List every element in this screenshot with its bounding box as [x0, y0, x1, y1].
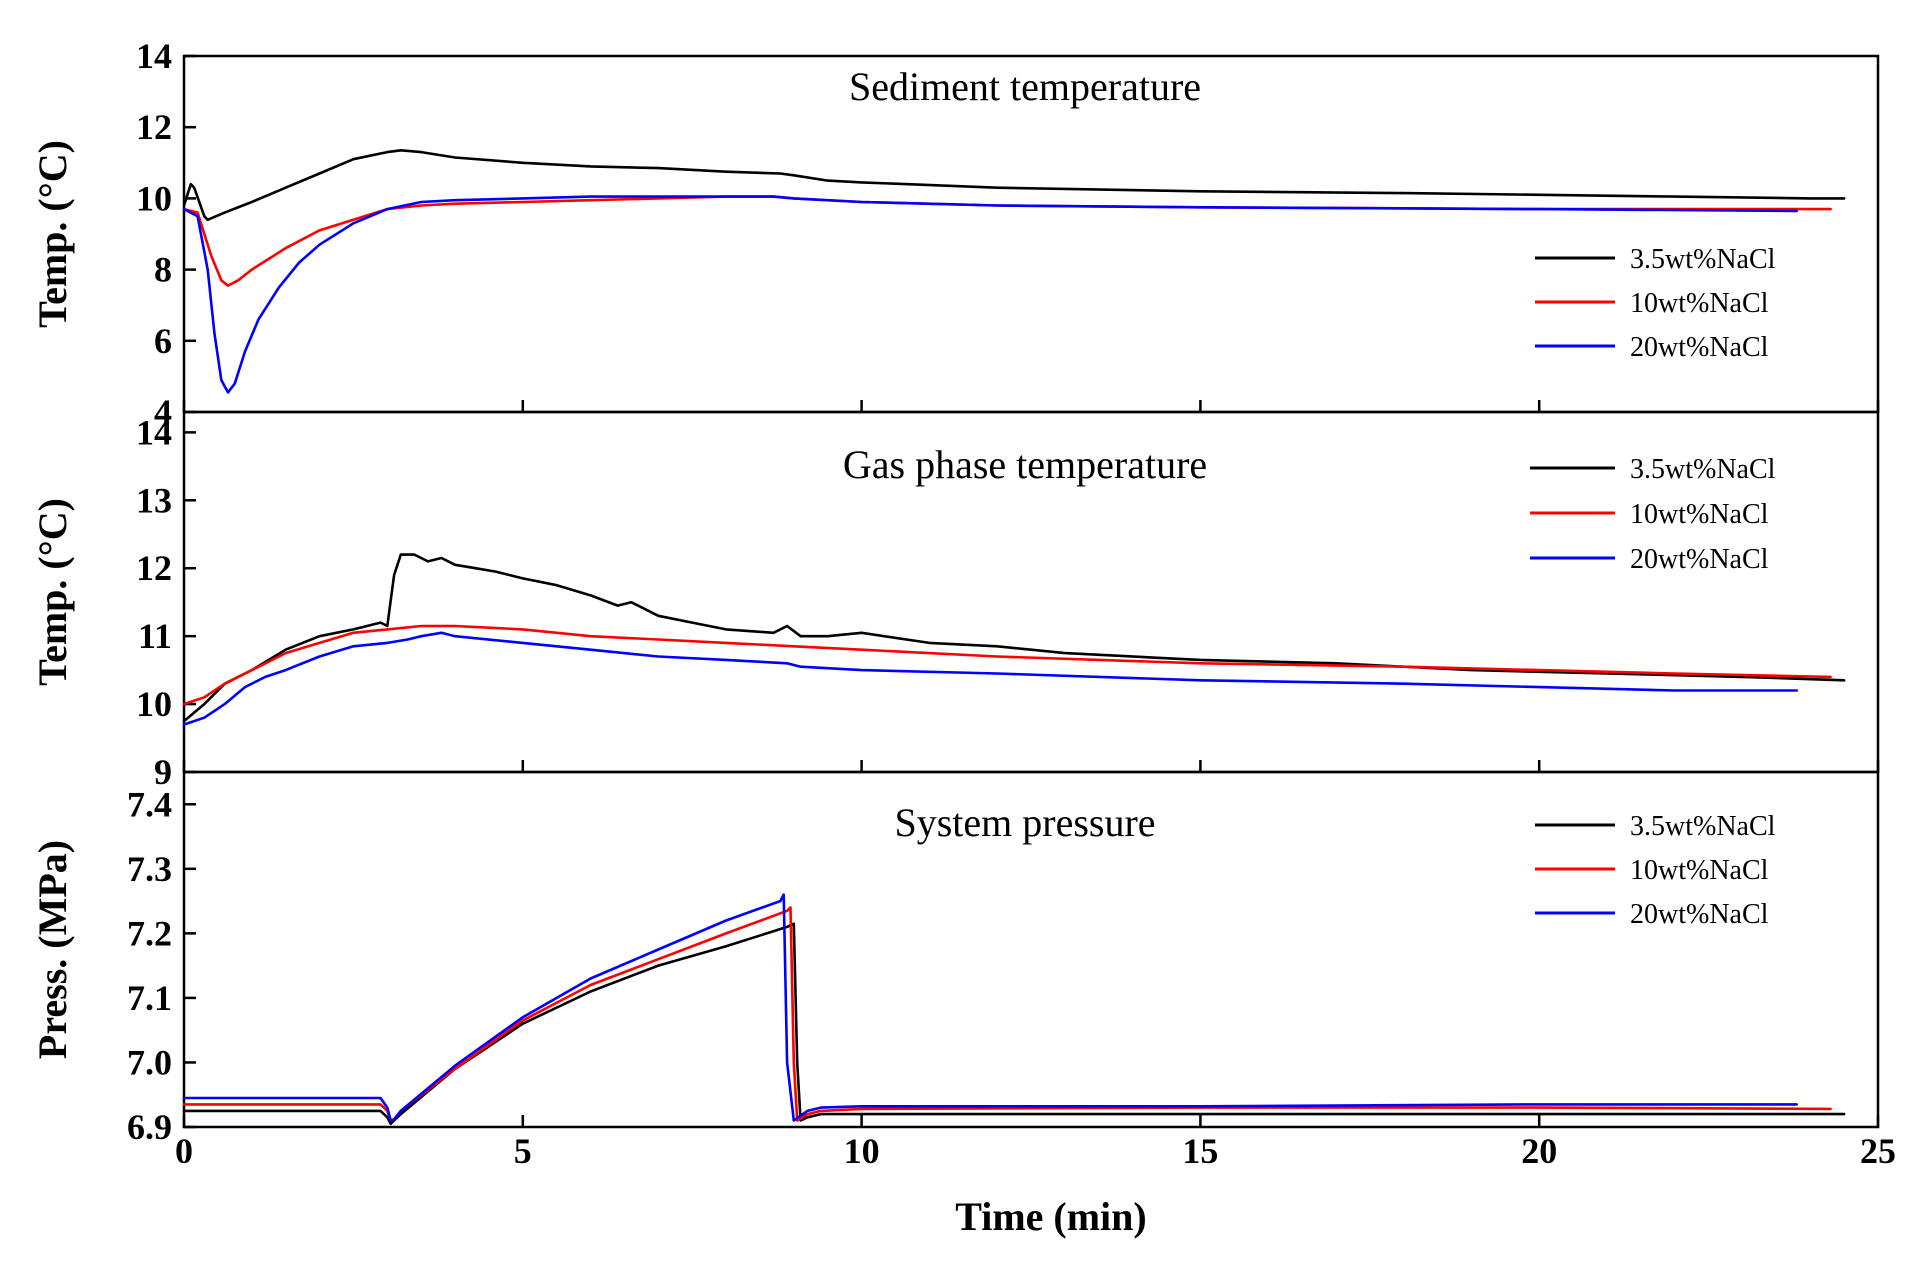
x-axis-title: Time (min) — [955, 1194, 1146, 1239]
y-tick-label: 10 — [136, 684, 172, 724]
y-tick-label: 7.2 — [127, 913, 172, 953]
legend-label-20wt-nacl: 20wt%NaCl — [1630, 544, 1769, 575]
x-tick-label: 15 — [1182, 1131, 1218, 1171]
panel-frame — [182, 770, 1880, 1129]
series-line-10wt-nacl — [182, 906, 1832, 1122]
y-tick-label: 7.0 — [127, 1042, 172, 1082]
y-tick-label: 12 — [136, 107, 172, 147]
panel-title: System pressure — [894, 800, 1155, 845]
series-line-20wt-nacl — [182, 893, 1798, 1122]
series-line-3-5wt-nacl — [182, 922, 1846, 1126]
series-line-3-5wt-nacl — [182, 553, 1846, 723]
y-tick-label: 9 — [154, 752, 172, 792]
y-tick-label: 11 — [138, 616, 172, 656]
y-tick-label: 6 — [154, 321, 172, 361]
series-line-20wt-nacl — [182, 631, 1798, 726]
y-tick-label: 10 — [136, 178, 172, 218]
y-tick-label: 8 — [154, 250, 172, 290]
legend-label-20wt-nacl: 20wt%NaCl — [1630, 899, 1769, 930]
legend-label-3-5wt-nacl: 3.5wt%NaCl — [1630, 454, 1776, 485]
y-axis-title: Press. (MPa) — [30, 840, 75, 1059]
y-tick-label: 12 — [136, 548, 172, 588]
legend-label-3-5wt-nacl: 3.5wt%NaCl — [1630, 811, 1776, 842]
series-line-10wt-nacl — [182, 624, 1832, 706]
y-tick-label: 14 — [136, 412, 172, 452]
x-tick-label: 0 — [175, 1131, 193, 1171]
panel-title: Sediment temperature — [849, 64, 1201, 109]
series-line-20wt-nacl — [182, 195, 1798, 394]
legend: 3.5wt%NaCl 10wt%NaCl 20wt%NaCl — [1530, 454, 1776, 575]
legend-label-20wt-nacl: 20wt%NaCl — [1630, 332, 1769, 363]
x-tick-label: 25 — [1860, 1131, 1896, 1171]
legend: 3.5wt%NaCl 10wt%NaCl 20wt%NaCl — [1535, 244, 1776, 363]
y-axis-title: Temp. (°C) — [30, 498, 75, 686]
legend: 3.5wt%NaCl 10wt%NaCl 20wt%NaCl — [1535, 811, 1776, 930]
y-tick-label: 14 — [136, 36, 172, 76]
y-tick-label: 7.3 — [127, 849, 172, 889]
y-tick-label: 7.4 — [127, 784, 172, 824]
y-axis-title: Temp. (°C) — [30, 140, 75, 328]
y-tick-label: 6.9 — [127, 1107, 172, 1147]
x-tick-label: 20 — [1521, 1131, 1557, 1171]
legend-label-10wt-nacl: 10wt%NaCl — [1630, 288, 1769, 319]
chart-root: 4 6 8 10 12 14 Temp. (°C) Sediment temperature 3… — [30, 36, 1896, 1239]
x-tick-label: 5 — [514, 1131, 532, 1171]
panel-pressure: 6.9 7.0 7.1 7.2 7.3 7.4 Press. (MPa) System pre… — [30, 770, 1880, 1147]
x-tick-label: 10 — [844, 1131, 880, 1171]
legend-label-10wt-nacl: 10wt%NaCl — [1630, 499, 1769, 530]
panel-sediment: 4 6 8 10 12 14 Temp. (°C) Sediment temperature 3… — [30, 36, 1880, 432]
y-tick-label: 4 — [154, 392, 172, 432]
y-tick-label: 13 — [136, 480, 172, 520]
legend-label-3-5wt-nacl: 3.5wt%NaCl — [1630, 244, 1776, 275]
series-line-3-5wt-nacl — [182, 149, 1846, 222]
panel-title: Gas phase temperature — [843, 442, 1207, 487]
legend-label-10wt-nacl: 10wt%NaCl — [1630, 855, 1769, 886]
y-tick-label: 7.1 — [127, 978, 172, 1018]
